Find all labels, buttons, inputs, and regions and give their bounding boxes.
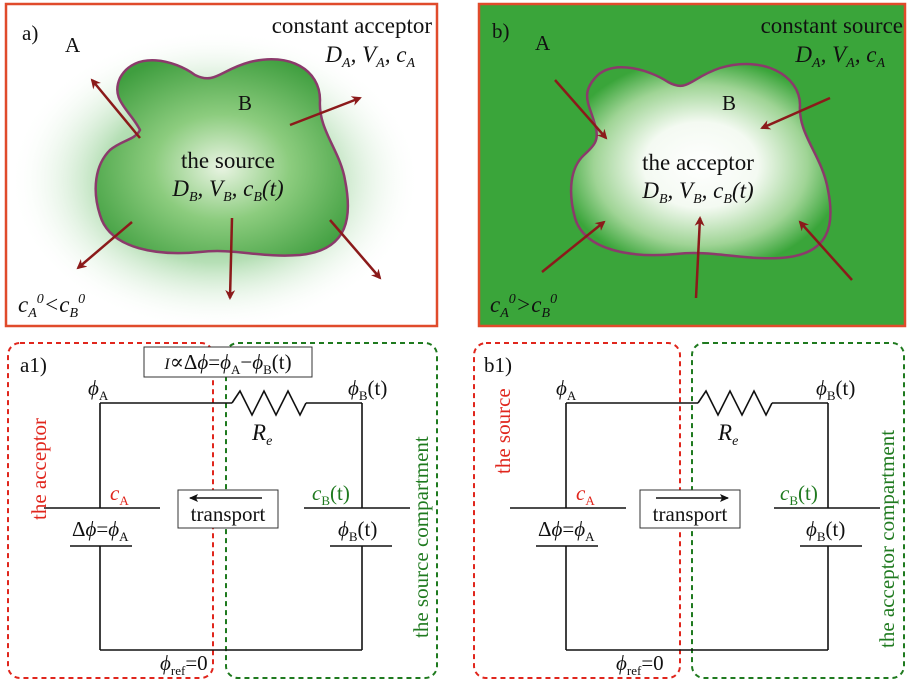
panel-b-blob	[569, 62, 832, 260]
panel-b-region-a: A	[535, 31, 551, 55]
arrow-in-4	[694, 216, 705, 299]
source-dashed-box	[225, 342, 438, 679]
a1-c-b: cB(t)	[312, 481, 350, 508]
b1-phi-a: ϕA	[556, 376, 577, 403]
a1-delta-phi: Δϕ=ϕA	[72, 517, 129, 544]
arrow-out-1	[90, 78, 141, 139]
panel-a-corner-params: DA, VA, cA	[324, 42, 415, 71]
b1-phi-b: ϕB(t)	[816, 376, 855, 403]
b1-transport-label: transport	[653, 502, 728, 526]
a1-phi-b-lower: ϕB(t)	[338, 517, 377, 544]
arrow-in-2	[760, 96, 831, 130]
panel-b-region-b: B	[722, 91, 736, 115]
panel-a-region-b: B	[238, 91, 252, 115]
panel-a-center-title: the source	[181, 148, 275, 173]
panel-a-blob	[94, 57, 350, 257]
circuit-b1-tag: b1)	[484, 353, 512, 377]
panel-a-condition: cA0<cB0	[18, 292, 85, 321]
a1-ground: ϕref=0	[160, 651, 208, 678]
b1-phi-b-lower: ϕB(t)	[806, 517, 845, 544]
panel-b: b) A B constant source DA, VA, cA the ac…	[477, 2, 907, 328]
formula-label: I∝Δϕ=ϕA−ϕB(t)	[163, 350, 291, 377]
panel-a-region-a: A	[65, 33, 81, 57]
source-dashed-box-b1	[473, 342, 681, 679]
a1-c-a: cA	[110, 481, 129, 508]
a1-phi-b: ϕB(t)	[348, 376, 387, 403]
panel-b-center-title: the acceptor	[642, 150, 754, 175]
b1-right-label: the acceptor compartment	[875, 430, 899, 648]
panel-b-condition: cA0>cB0	[490, 292, 557, 321]
panel-a-corner-title: constant acceptor	[272, 13, 433, 38]
a1-phi-a: ϕA	[88, 376, 109, 403]
formula-box	[143, 346, 313, 378]
arrow-out-4	[225, 217, 236, 300]
circuit-a1: a1) I∝Δϕ=ϕA−ϕB(t) ϕA ϕB(t) Re the accept…	[7, 342, 438, 679]
panel-b-corner-params: DA, VA, cA	[794, 42, 885, 71]
circuit-b1: b1) ϕA ϕB(t) Re the source the acceptor …	[473, 342, 905, 679]
b1-c-a: cA	[576, 481, 595, 508]
b1-left-label: the source	[491, 388, 515, 474]
arrow-in-1	[554, 79, 608, 140]
panel-a-tag: a)	[22, 21, 38, 45]
arrow-out-2	[289, 96, 362, 127]
panel-a: a) A B constant acceptor DA, VA, cA the …	[4, 2, 439, 330]
arrow-in-3	[541, 220, 606, 273]
a1-resistor: Re	[251, 420, 272, 449]
a1-transport-label: transport	[191, 502, 266, 526]
b1-resistor: Re	[717, 420, 738, 449]
a1-right-label: the source compartment	[409, 436, 433, 638]
panel-b-tag: b)	[492, 19, 510, 43]
b1-delta-phi: Δϕ=ϕA	[538, 517, 595, 544]
b1-ground: ϕref=0	[616, 651, 664, 678]
panel-b-corner-title: constant source	[761, 13, 903, 38]
arrow-in-5	[798, 220, 853, 281]
panel-b-center-params: DB, VB, cB(t)	[641, 178, 753, 207]
arrow-out-5	[329, 219, 382, 280]
acceptor-dashed-box-b1	[691, 342, 905, 679]
a1-left-label: the acceptor	[27, 418, 51, 520]
circuit-a1-tag: a1)	[20, 353, 47, 377]
arrow-out-3	[76, 221, 133, 270]
b1-c-b: cB(t)	[780, 481, 818, 508]
panel-a-center-params: DB, VB, cB(t)	[171, 176, 283, 205]
